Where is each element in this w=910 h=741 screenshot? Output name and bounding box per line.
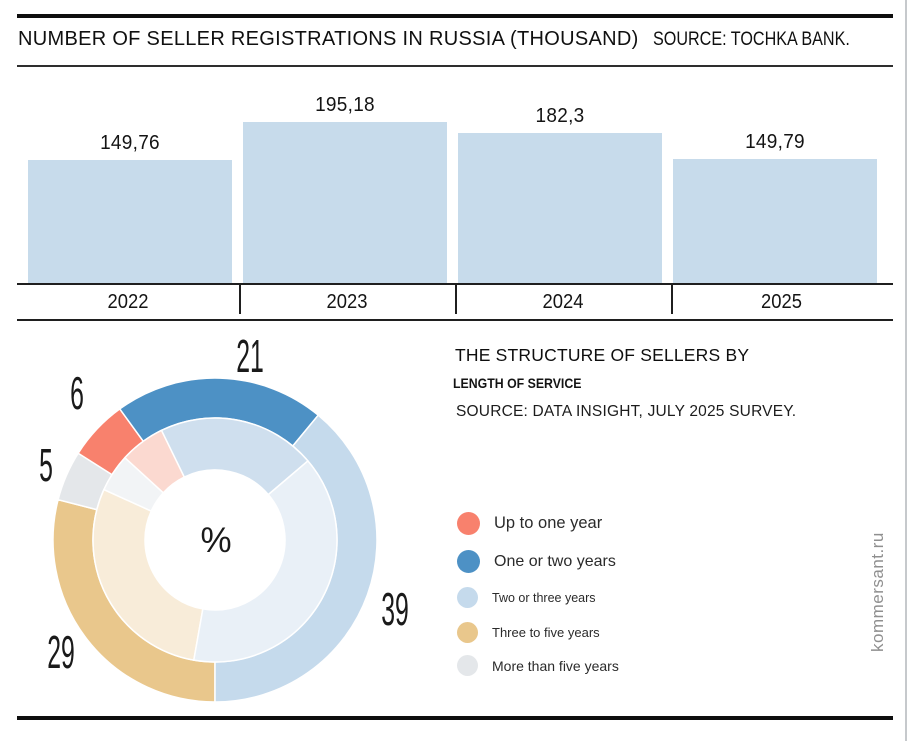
bar-value-label-2022: 149,76 [100,131,160,154]
legend-swatch-more-than-five-years [457,655,478,676]
axis-tick [239,283,241,314]
donut-center-label: % [200,521,232,560]
legend-label: Up to one year [494,514,603,532]
bar-2024 [458,132,662,283]
donut-value-three-to-five-years: 29 [47,626,75,679]
legend-label: Two or three years [492,590,596,605]
page-title: NUMBER OF SELLER REGISTRATIONS IN RUSSIA… [18,28,639,50]
watermark: kommersant.ru [868,532,887,652]
legend-label: Three to five years [492,625,600,640]
legend-item-three-to-five-years: Three to five years [457,622,600,643]
legend-label: More than five years [492,657,619,674]
section-divider [17,319,893,321]
legend-item-more-than-five-years: More than five years [457,655,619,676]
legend-item-up-to-one-year: Up to one year [457,512,602,535]
bar-chart-source: SOURCE: TOCHKA BANK. [652,29,850,50]
legend-item-two-or-three-years: Two or three years [457,587,596,608]
legend-label: One or two years [494,552,616,570]
donut-inner-slice-three-to-five-years [92,488,204,662]
axis-tick [671,283,673,314]
legend-item-one-or-two-years: One or two years [457,550,616,573]
donut-chart-source: SOURCE: DATA INSIGHT, JULY 2025 SURVEY. [456,403,797,420]
donut-value-two-or-three-years: 39 [381,583,409,636]
bar-value-label-2024: 182,3 [535,104,585,127]
donut-section-subtitle: LENGTH OF SERVICE [453,375,582,391]
legend-swatch-three-to-five-years [457,622,478,643]
bar-2025 [673,159,877,283]
page-header: NUMBER OF SELLER REGISTRATIONS IN RUSSIA… [18,28,884,51]
donut-value-more-than-five-years: 5 [39,439,53,492]
x-axis-label-2025: 2025 [761,291,802,313]
legend-swatch-one-or-two-years [457,550,480,573]
bottom-rule [17,716,893,720]
legend-swatch-two-or-three-years [457,587,478,608]
x-axis-label-2024: 2024 [542,291,584,313]
donut-chart [52,377,378,703]
legend-swatch-up-to-one-year [457,512,480,535]
axis-tick [455,283,457,314]
bar-value-label-2025: 149,79 [745,131,805,154]
bar-2022 [28,159,232,283]
donut-value-one-or-two-years: 21 [236,330,264,383]
top-rule [17,14,893,18]
x-axis-label-2023: 2023 [326,291,368,313]
bar-value-label-2023: 195,18 [315,94,375,116]
donut-inner-slice-two-or-three-years [192,459,338,663]
page-edge-line [905,0,907,741]
donut-section-title: THE STRUCTURE OF SELLERS BY [455,345,750,365]
x-axis-label-2022: 2022 [107,291,149,313]
donut-value-up-to-one-year: 6 [70,367,84,420]
header-divider [17,65,893,67]
bar-2023 [243,122,447,283]
